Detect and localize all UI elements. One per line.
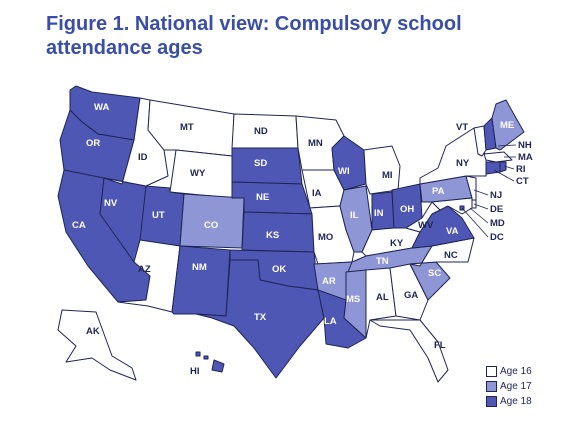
state-label-ms: MS	[346, 294, 360, 305]
leader-line	[497, 144, 517, 147]
state-vt	[473, 125, 487, 157]
state-label-ok: OK	[272, 264, 286, 275]
state-label-or: OR	[86, 138, 100, 149]
legend-item-age-17: Age 17	[486, 379, 532, 394]
state-label-mi: MI	[382, 170, 393, 181]
state-hi	[211, 359, 225, 373]
state-label-wy: WY	[190, 168, 206, 179]
state-label-ky: KY	[390, 238, 404, 249]
state-ms	[343, 269, 367, 339]
state-me	[491, 99, 525, 151]
state-label-vt: VT	[456, 122, 468, 133]
legend-label-age-17: Age 17	[500, 381, 532, 392]
state-label-ks: KS	[266, 230, 279, 241]
leader-line	[473, 189, 489, 196]
state-label-nd: ND	[254, 126, 268, 137]
state-label-oh: OH	[400, 204, 414, 215]
state-ak	[57, 309, 137, 381]
state-label-de: DE	[490, 204, 503, 215]
leader-line	[503, 165, 515, 170]
state-label-ma: MA	[518, 152, 533, 163]
state-label-nj: NJ	[490, 190, 502, 201]
state-ga	[389, 263, 429, 321]
state-nm	[171, 245, 231, 317]
state-hi	[195, 351, 201, 357]
state-label-tx: TX	[254, 312, 267, 323]
state-label-ar: AR	[322, 276, 336, 287]
legend-label-age-16: Age 16	[500, 366, 532, 377]
state-label-la: LA	[324, 316, 337, 327]
state-label-tn: TN	[376, 256, 389, 267]
state-label-mt: MT	[180, 122, 194, 133]
legend: Age 16 Age 17 Age 18	[486, 364, 532, 409]
state-ma	[483, 151, 513, 163]
state-label-co: CO	[204, 220, 218, 231]
state-label-ri: RI	[516, 164, 526, 175]
leader-line	[493, 169, 515, 182]
state-label-az: AZ	[138, 264, 151, 275]
state-label-il: IL	[350, 210, 359, 221]
state-label-sd: SD	[254, 158, 267, 169]
state-label-wi: WI	[338, 166, 350, 177]
state-al	[365, 267, 397, 339]
state-label-ut: UT	[152, 210, 165, 221]
leader-line	[461, 207, 489, 238]
state-label-ny: NY	[456, 158, 470, 169]
state-label-id: ID	[138, 152, 148, 163]
state-label-mn: MN	[308, 138, 323, 149]
state-ne	[231, 181, 313, 215]
state-label-fl: FL	[434, 340, 446, 351]
state-label-nh: NH	[518, 140, 532, 151]
state-label-nv: NV	[104, 198, 118, 209]
state-label-va: VA	[446, 226, 459, 237]
state-label-sc: SC	[428, 268, 441, 279]
legend-swatch-age-17	[486, 381, 497, 392]
state-label-ia: IA	[312, 188, 322, 199]
state-label-nm: NM	[192, 262, 207, 273]
page-title: Figure 1. National view: Compulsory scho…	[46, 13, 462, 59]
state-il	[339, 185, 373, 253]
state-label-in: IN	[374, 208, 384, 219]
leader-line	[469, 207, 489, 224]
state-label-me: ME	[500, 120, 514, 131]
state-label-dc: DC	[490, 232, 504, 243]
state-label-pa: PA	[432, 186, 445, 197]
state-label-ak: AK	[86, 326, 100, 337]
state-label-wv: WV	[418, 220, 434, 231]
state-label-al: AL	[376, 292, 389, 303]
state-label-md: MD	[490, 218, 505, 229]
state-fl	[369, 319, 449, 383]
state-label-mo: MO	[318, 232, 333, 243]
legend-item-age-16: Age 16	[486, 364, 532, 379]
state-label-ca: CA	[72, 220, 86, 231]
state-hi	[203, 355, 209, 360]
legend-label-age-18: Age 18	[500, 396, 532, 407]
leader-line	[473, 203, 489, 210]
state-label-ga: GA	[404, 290, 418, 301]
state-label-ne: NE	[256, 192, 269, 203]
state-tx	[195, 259, 325, 379]
legend-swatch-age-18	[486, 396, 497, 407]
state-label-ct: CT	[516, 176, 529, 187]
legend-swatch-age-16	[486, 366, 497, 377]
state-ri	[499, 161, 507, 173]
state-label-wa: WA	[94, 102, 109, 113]
legend-item-age-18: Age 18	[486, 394, 532, 409]
state-label-nc: NC	[444, 250, 458, 261]
state-label-hi: HI	[190, 366, 200, 377]
